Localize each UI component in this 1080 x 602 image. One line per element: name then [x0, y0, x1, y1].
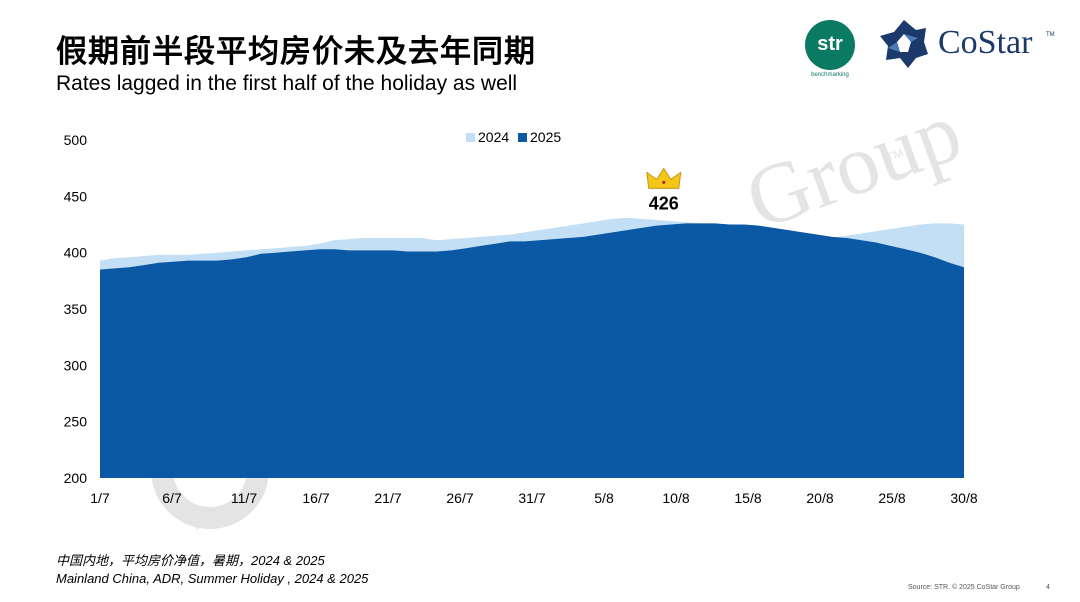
chart-legend: 2024 2025: [466, 129, 561, 145]
page-title: 假期前半段平均房价未及去年同期: [56, 34, 536, 70]
crown-icon: [646, 167, 682, 189]
y-tick-label: 300: [64, 357, 88, 373]
x-tick-label: 10/8: [662, 490, 689, 506]
x-tick-label: 25/8: [878, 490, 905, 506]
x-tick-label: 21/7: [374, 490, 401, 506]
source-footnote: Source: STR. © 2025 CoStar Group: [908, 584, 1020, 591]
costar-logo: CoStar TM: [878, 18, 1058, 70]
y-tick-label: 500: [64, 132, 88, 148]
crown-gem: [662, 180, 666, 184]
page-subtitle: Rates lagged in the first half of the ho…: [56, 72, 518, 95]
series-area-2025: [100, 223, 964, 478]
legend-label-2024: 2024: [478, 129, 509, 145]
str-logo: str benchmarking: [803, 20, 857, 82]
page-number: 4: [1046, 584, 1050, 591]
legend-swatch-2024: [466, 133, 475, 142]
peak-annotation: 426: [646, 167, 682, 213]
note-line-cn: 中国内地，平均房价净值，暑期，2024 & 2025: [56, 553, 325, 568]
x-tick-label: 1/7: [90, 490, 110, 506]
peak-value-label: 426: [649, 193, 679, 213]
x-tick-label: 16/7: [302, 490, 329, 506]
str-logo-text: str: [805, 20, 855, 70]
chart-notes: 中国内地，平均房价净值，暑期，2024 & 2025 Mainland Chin…: [56, 552, 368, 588]
legend-label-2025: 2025: [530, 129, 561, 145]
y-tick-label: 450: [64, 188, 88, 204]
x-tick-label: 15/8: [734, 490, 761, 506]
x-tick-label: 26/7: [446, 490, 473, 506]
watermark-text: Group: [734, 82, 973, 247]
x-tick-label: 20/8: [806, 490, 833, 506]
y-tick-label: 400: [64, 245, 88, 261]
x-tick-label: 6/7: [162, 490, 182, 506]
str-logo-subtext: benchmarking: [811, 72, 849, 78]
x-tick-label: 5/8: [594, 490, 614, 506]
costar-logo-tm: TM: [1046, 32, 1055, 38]
y-tick-label: 200: [64, 470, 88, 486]
x-tick-label: 11/7: [231, 490, 257, 506]
legend-swatch-2025: [518, 133, 527, 142]
y-tick-label: 350: [64, 301, 88, 317]
watermark-tm: TM: [884, 146, 905, 165]
costar-star-icon: [880, 20, 928, 68]
y-tick-label: 250: [64, 414, 88, 430]
x-tick-label: 30/8: [950, 490, 977, 506]
costar-logo-text: CoStar: [938, 24, 1033, 61]
x-tick-label: 31/7: [518, 490, 545, 506]
note-line-en: Mainland China, ADR, Summer Holiday , 20…: [56, 571, 369, 586]
